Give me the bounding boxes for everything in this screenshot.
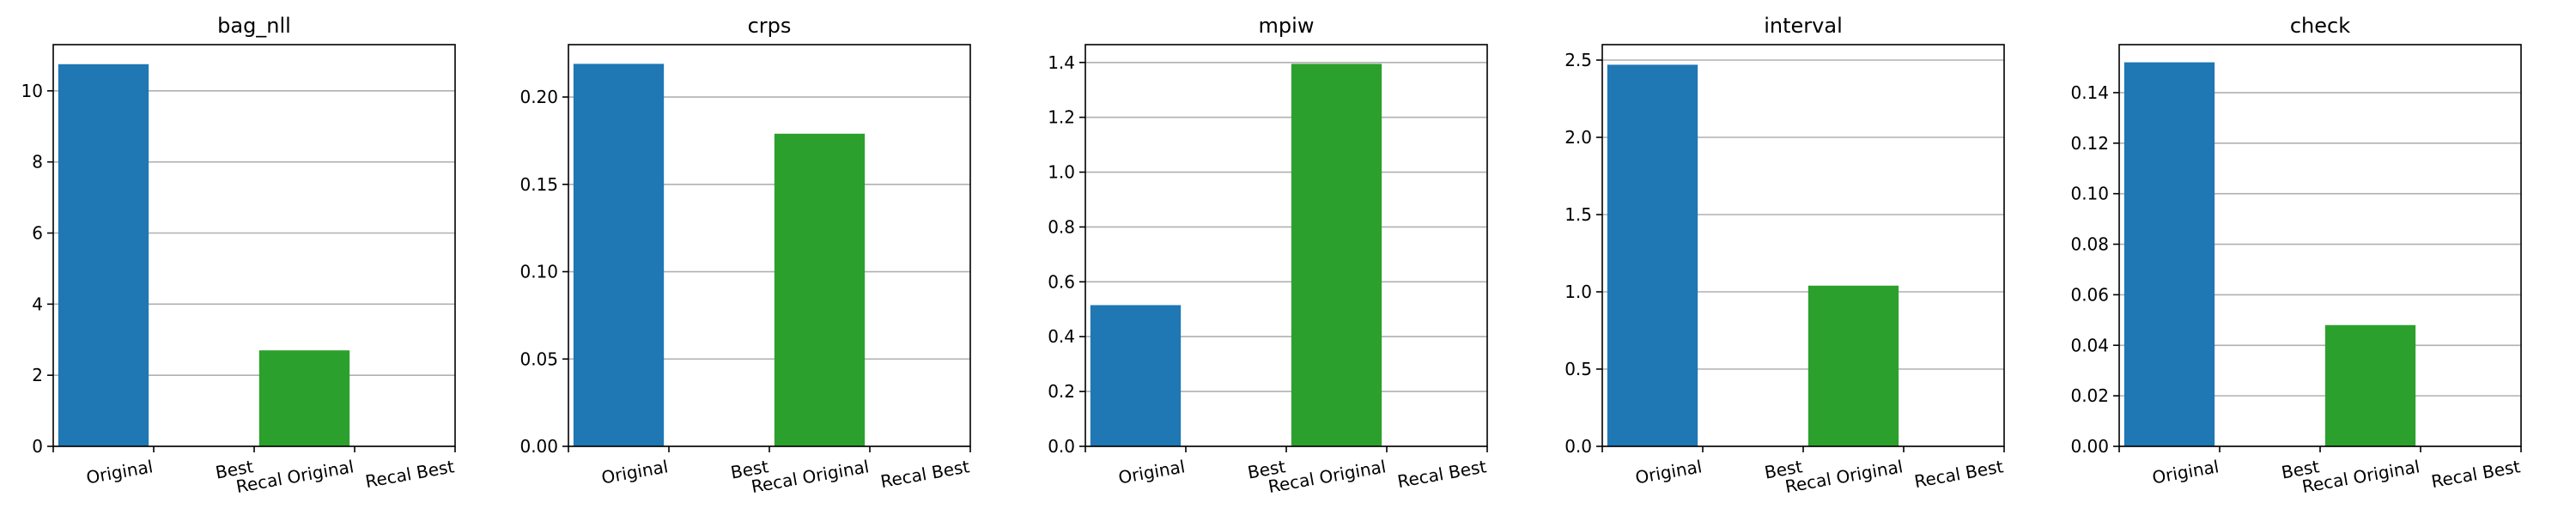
xtick-label-recal-best: Recal Best (879, 456, 971, 492)
ytick-label: 0.8 (1048, 216, 1075, 237)
ytick-label: 0.05 (519, 348, 558, 369)
ytick-label: 0.10 (2070, 184, 2109, 204)
ytick-label: 4 (32, 294, 43, 314)
chart-title: interval (1764, 14, 1843, 38)
ytick-label: 0.10 (519, 262, 558, 282)
ytick-label: 0.06 (2070, 284, 2109, 305)
ytick-label: 0.2 (1048, 381, 1075, 402)
bar-recal-original (2324, 324, 2416, 446)
ytick-label: 1.5 (1564, 204, 1592, 225)
ytick-label: 0.4 (1048, 326, 1075, 347)
chart-title: mpiw (1259, 14, 1315, 38)
xtick-label-recal-best: Recal Best (2430, 456, 2522, 492)
ytick-label: 0.00 (519, 436, 558, 457)
chart-panel-check: 0.00 0.02 0.04 0.06 0.08 0.10 0.12 0.14 Original… (2070, 14, 2522, 497)
ytick-label: 0.02 (2070, 385, 2109, 406)
xtick-label-recal-original: Recal Original (2300, 456, 2421, 497)
xtick-label-original: Original (1634, 456, 1704, 488)
xtick-label-recal-original: Recal Original (234, 456, 355, 497)
ytick-label: 2 (32, 365, 43, 385)
ytick-label: 8 (32, 152, 43, 173)
bar-recal-original (774, 133, 866, 446)
ytick-label: 2.5 (1564, 50, 1592, 70)
xtick-label-recal-original: Recal Original (1783, 456, 1905, 497)
ytick-label: 6 (32, 223, 43, 244)
bar-recal-original (1807, 285, 1899, 446)
xtick-label-original: Original (1117, 456, 1187, 488)
ytick-label: 0.0 (1564, 436, 1592, 457)
ytick-label: 0.20 (519, 87, 558, 107)
ytick-label: 1.4 (1048, 52, 1075, 73)
xtick-label-recal-best: Recal Best (364, 456, 456, 492)
bar-original (1607, 64, 1698, 447)
ytick-label: 0.15 (519, 174, 558, 195)
ytick-label: 0 (32, 436, 43, 457)
ytick-label: 1.0 (1564, 282, 1592, 302)
bar-recal-original (1291, 64, 1382, 446)
bar-original (2123, 62, 2215, 447)
xtick-label-recal-best: Recal Best (1396, 456, 1488, 492)
ytick-label: 0.12 (2070, 133, 2109, 154)
xtick-label-original: Original (600, 456, 670, 488)
ytick-label: 0.08 (2070, 234, 2109, 255)
ytick-label: 1.0 (1048, 162, 1075, 183)
ytick-label: 0.14 (2070, 82, 2109, 103)
xtick-label-recal-original: Recal Original (750, 456, 871, 497)
xtick-label-recal-original: Recal Original (1267, 456, 1388, 497)
bar-original (58, 64, 149, 447)
ytick-label: 0.04 (2070, 335, 2109, 355)
ytick-label: 10 (21, 81, 43, 101)
ytick-label: 0.5 (1564, 359, 1592, 379)
chart-title: crps (748, 14, 792, 38)
ytick-label: 2.0 (1564, 127, 1592, 148)
bar-original (1090, 305, 1182, 446)
xtick-label-original: Original (85, 456, 155, 488)
ytick-label: 0.00 (2070, 436, 2109, 457)
chart-title: check (2290, 14, 2350, 38)
chart-title: bag_nll (217, 14, 291, 38)
ytick-label: 0.0 (1048, 436, 1075, 457)
xtick-label-recal-best: Recal Best (1913, 456, 2005, 492)
ytick-label: 1.2 (1048, 107, 1075, 128)
bar-recal-original (258, 350, 350, 446)
bar-original (573, 64, 665, 447)
xtick-label-original: Original (2151, 456, 2221, 488)
ytick-label: 0.6 (1048, 271, 1075, 292)
